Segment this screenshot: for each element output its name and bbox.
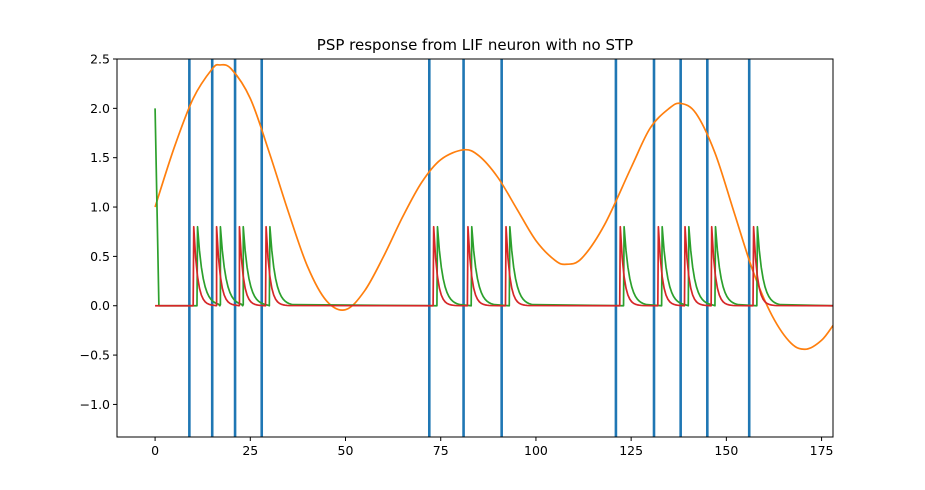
axes-frame — [116, 58, 834, 438]
y-tick-label: −0.5 — [80, 348, 110, 363]
y-tick-label: 1.5 — [90, 150, 110, 165]
y-tick-label: 2.0 — [90, 101, 110, 116]
psp-trace — [154, 108, 833, 307]
x-axis: 0 25 50 75 100 125 150 175 — [151, 437, 834, 458]
x-tick-label: 100 — [524, 443, 548, 458]
membrane-curve — [154, 63, 833, 351]
x-tick-label: 175 — [810, 443, 834, 458]
y-tick-label: 0.0 — [90, 298, 110, 313]
x-tick-label: 125 — [619, 443, 643, 458]
y-axis: −1.0 −0.5 0.0 0.5 1.0 1.5 2.0 2.5 — [80, 52, 117, 412]
plot-area — [154, 59, 833, 437]
psp-trace — [155, 225, 833, 307]
x-tick-label: 150 — [714, 443, 738, 458]
x-tick-label: 75 — [433, 443, 449, 458]
y-tick-label: 0.5 — [90, 249, 110, 264]
x-tick-label: 50 — [338, 443, 354, 458]
y-tick-label: 2.5 — [90, 52, 110, 67]
y-tick-label: −1.0 — [80, 397, 110, 412]
chart-title: PSP response from LIF neuron with no STP — [317, 36, 633, 54]
x-tick-label: 0 — [151, 443, 159, 458]
x-tick-label: 25 — [242, 443, 258, 458]
y-tick-label: 1.0 — [90, 200, 110, 215]
